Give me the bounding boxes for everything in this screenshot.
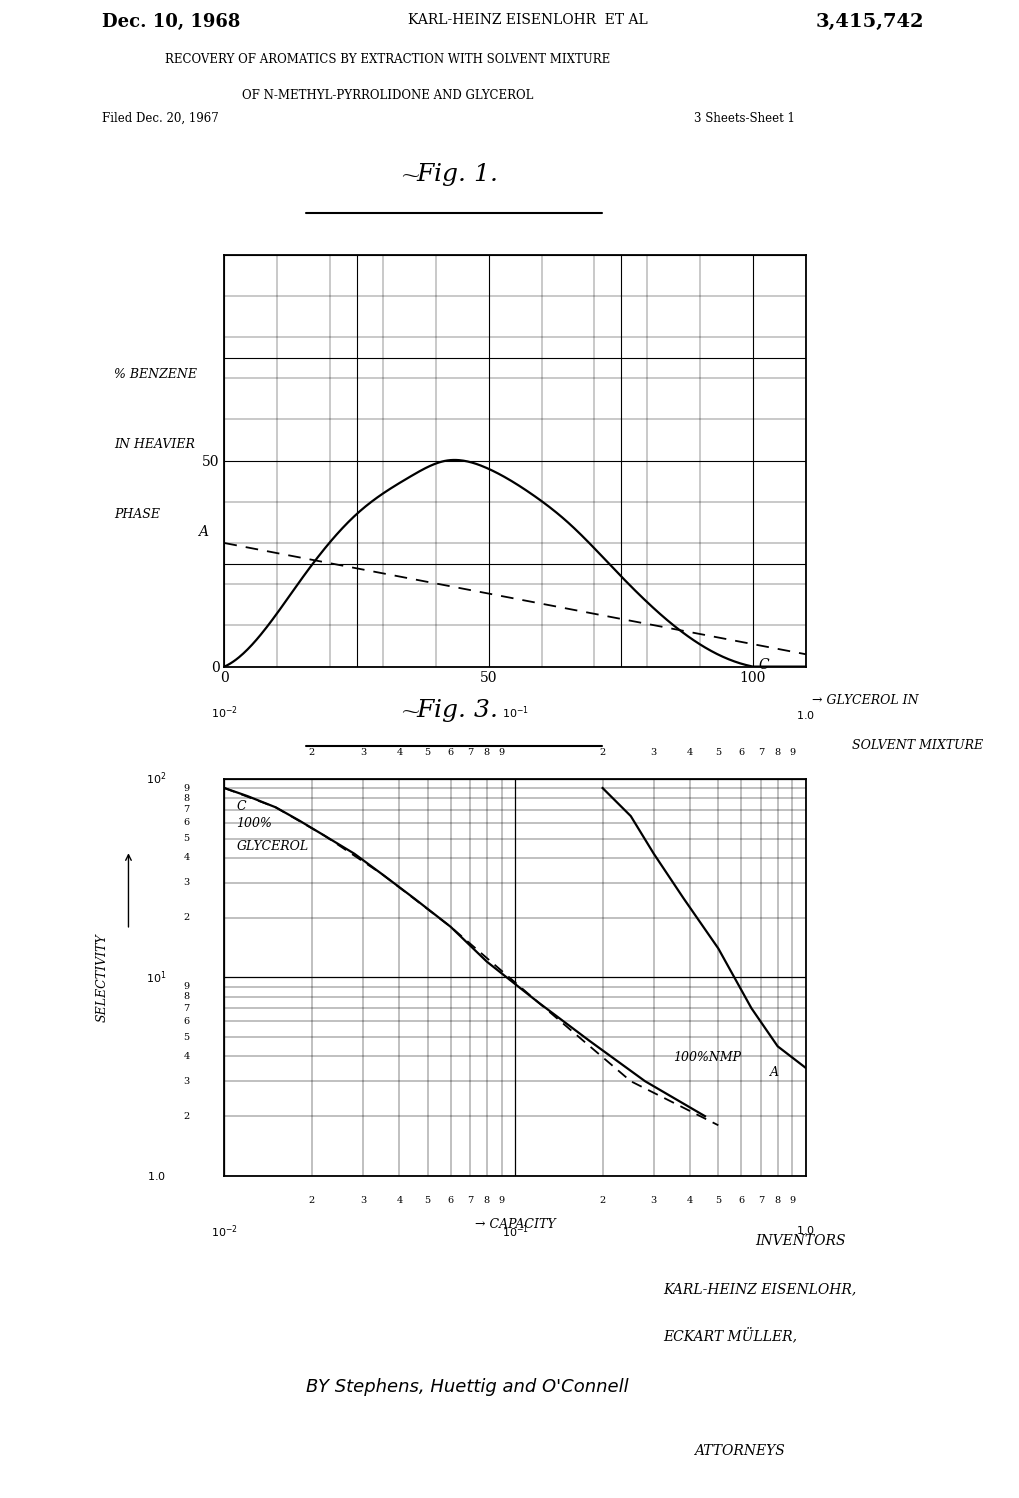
Text: 6: 6 (183, 818, 190, 827)
Text: 8: 8 (183, 794, 190, 803)
Text: 6: 6 (447, 748, 453, 756)
Text: 3: 3 (650, 748, 656, 756)
Text: 6: 6 (738, 1195, 744, 1204)
Text: $\widetilde{\ \ }$Fig. 1.: $\widetilde{\ \ }$Fig. 1. (399, 160, 497, 189)
Text: 9: 9 (183, 783, 190, 792)
Text: 2: 2 (309, 748, 315, 756)
Text: 5: 5 (183, 1032, 190, 1041)
Text: 2: 2 (183, 914, 190, 923)
Text: 8: 8 (483, 748, 489, 756)
Text: 8: 8 (773, 1195, 780, 1204)
Text: 2: 2 (309, 1195, 315, 1204)
Text: INVENTORS: INVENTORS (754, 1234, 845, 1248)
Text: $10^2$: $10^2$ (146, 770, 166, 788)
Text: 7: 7 (467, 748, 473, 756)
Text: SELECTIVITY: SELECTIVITY (96, 933, 109, 1022)
Text: 2: 2 (599, 1195, 605, 1204)
Text: C: C (757, 658, 768, 673)
Text: 6: 6 (183, 1017, 190, 1026)
Text: 7: 7 (183, 1004, 190, 1013)
Text: → GLYCEROL IN: → GLYCEROL IN (811, 694, 917, 707)
Text: 7: 7 (757, 748, 763, 756)
Text: 8: 8 (183, 992, 190, 1001)
Text: A: A (768, 1065, 777, 1079)
Text: 4: 4 (183, 854, 190, 863)
Text: 4: 4 (396, 748, 403, 756)
Text: 3: 3 (183, 1077, 190, 1086)
Text: $\widetilde{\ \ }$Fig. 3.: $\widetilde{\ \ }$Fig. 3. (399, 697, 497, 724)
Text: 9: 9 (789, 1195, 795, 1204)
Text: 2: 2 (183, 1112, 190, 1121)
Text: 8: 8 (483, 1195, 489, 1204)
Text: ATTORNEYS: ATTORNEYS (693, 1444, 784, 1458)
Text: 4: 4 (687, 748, 693, 756)
Text: 3 Sheets-Sheet 1: 3 Sheets-Sheet 1 (693, 112, 794, 124)
Text: 3: 3 (360, 748, 366, 756)
Text: 5: 5 (714, 748, 720, 756)
Text: → CAPACITY: → CAPACITY (474, 1218, 555, 1230)
Text: 100%: 100% (236, 818, 272, 830)
Text: RECOVERY OF AROMATICS BY EXTRACTION WITH SOLVENT MIXTURE: RECOVERY OF AROMATICS BY EXTRACTION WITH… (165, 54, 609, 66)
Text: 3: 3 (360, 1195, 366, 1204)
Text: 9: 9 (789, 748, 795, 756)
Text: 9: 9 (183, 983, 190, 992)
Text: $10^{-2}$: $10^{-2}$ (211, 1224, 237, 1240)
Text: 7: 7 (183, 806, 190, 815)
Text: 8: 8 (773, 748, 780, 756)
Text: 7: 7 (467, 1195, 473, 1204)
Text: 7: 7 (757, 1195, 763, 1204)
Text: PHASE: PHASE (114, 508, 160, 521)
Text: 4: 4 (183, 1052, 190, 1061)
Text: $1.0$: $1.0$ (796, 1224, 814, 1236)
Text: 5: 5 (183, 834, 190, 843)
Text: $10^{-1}$: $10^{-1}$ (501, 704, 528, 722)
Text: 6: 6 (738, 748, 744, 756)
Text: 3,415,742: 3,415,742 (815, 12, 923, 31)
Text: 4: 4 (396, 1195, 403, 1204)
Text: A: A (199, 524, 208, 539)
Text: KARL-HEINZ EISENLOHR,: KARL-HEINZ EISENLOHR, (662, 1282, 855, 1296)
Text: BY Stephens, Huettig and O'Connell: BY Stephens, Huettig and O'Connell (306, 1378, 628, 1396)
Text: 6: 6 (447, 1195, 453, 1204)
Text: $10^1$: $10^1$ (146, 969, 166, 986)
Text: 9: 9 (498, 748, 504, 756)
Text: $10^{-1}$: $10^{-1}$ (501, 1224, 528, 1240)
Text: 5: 5 (424, 1195, 430, 1204)
Text: 100%NMP: 100%NMP (673, 1052, 741, 1064)
Text: 2: 2 (599, 748, 605, 756)
Text: SOLVENT MIXTURE: SOLVENT MIXTURE (852, 739, 982, 752)
Text: % BENZENE: % BENZENE (114, 369, 197, 382)
Text: 9: 9 (498, 1195, 504, 1204)
Text: KARL-HEINZ EISENLOHR  ET AL: KARL-HEINZ EISENLOHR ET AL (408, 12, 647, 27)
Text: 4: 4 (687, 1195, 693, 1204)
Text: 5: 5 (714, 1195, 720, 1204)
Text: Dec. 10, 1968: Dec. 10, 1968 (102, 12, 240, 31)
Text: IN HEAVIER: IN HEAVIER (114, 439, 195, 451)
Text: Filed Dec. 20, 1967: Filed Dec. 20, 1967 (102, 112, 218, 124)
Text: GLYCEROL: GLYCEROL (236, 840, 309, 852)
Text: 3: 3 (183, 878, 190, 887)
Text: OF N-METHYL-PYRROLIDONE AND GLYCEROL: OF N-METHYL-PYRROLIDONE AND GLYCEROL (242, 88, 533, 102)
Text: $1.0$: $1.0$ (147, 1170, 166, 1182)
Text: 3: 3 (650, 1195, 656, 1204)
Text: ECKART MÜLLER,: ECKART MÜLLER, (662, 1327, 796, 1342)
Text: C: C (236, 800, 246, 813)
Text: $10^{-2}$: $10^{-2}$ (211, 704, 237, 722)
Text: $1.0$: $1.0$ (796, 710, 814, 722)
Text: 5: 5 (424, 748, 430, 756)
